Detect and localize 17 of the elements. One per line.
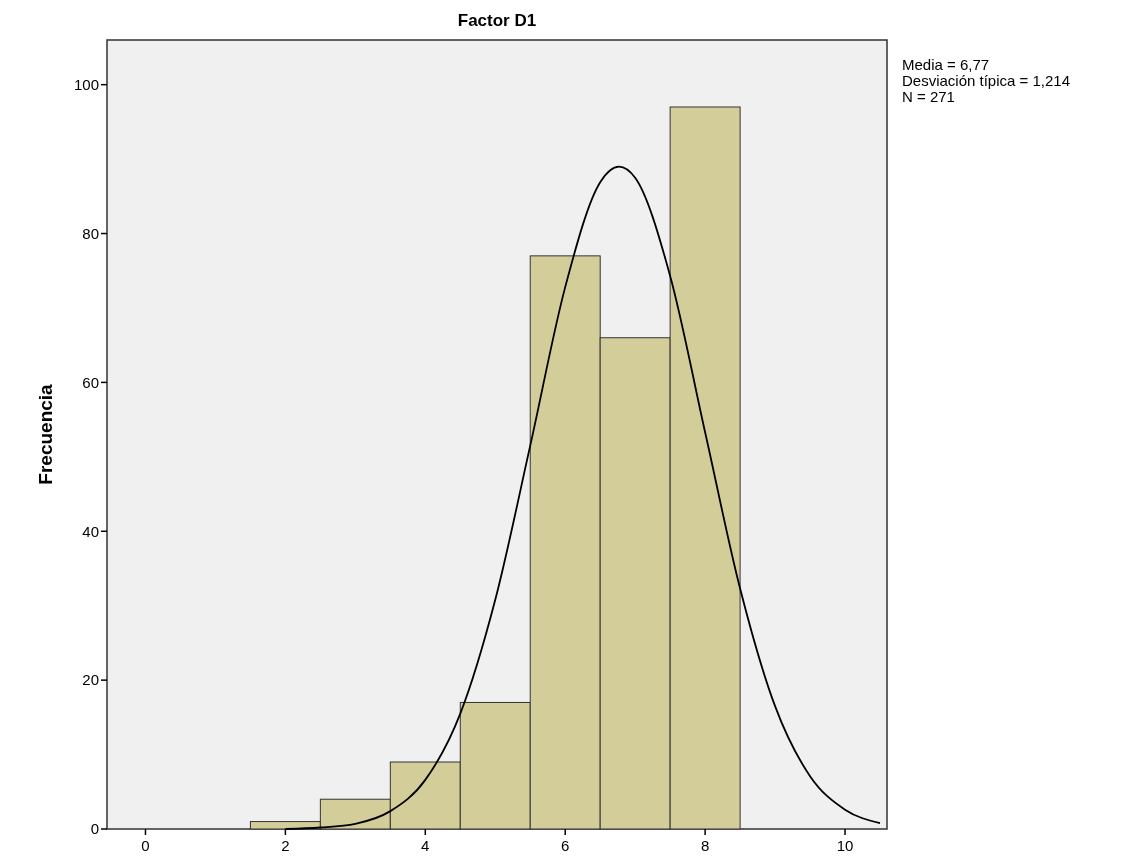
y-tick-label: 40	[82, 522, 99, 540]
text: N = 271	[902, 88, 955, 105]
y-tick-label: 20	[82, 671, 99, 689]
text: Desviación típica = 1,214	[902, 72, 1071, 89]
y-tick-label: 100	[73, 75, 99, 93]
x-tick-label: 0	[141, 837, 150, 854]
y-axis-title: Frecuencia	[35, 383, 56, 485]
x-tick-label: 10	[836, 837, 854, 854]
y-tick-label: 80	[82, 224, 99, 242]
x-tick-label: 6	[561, 837, 570, 854]
y-tick-label: 0	[90, 820, 99, 838]
x-tick-label: 4	[421, 837, 430, 854]
chart-title: Factor D1	[457, 11, 537, 30]
y-tick-label: 60	[82, 373, 99, 391]
text: Media = 6,77	[902, 56, 990, 73]
x-tick-label: 2	[281, 837, 290, 854]
x-tick-label: 8	[700, 837, 710, 854]
